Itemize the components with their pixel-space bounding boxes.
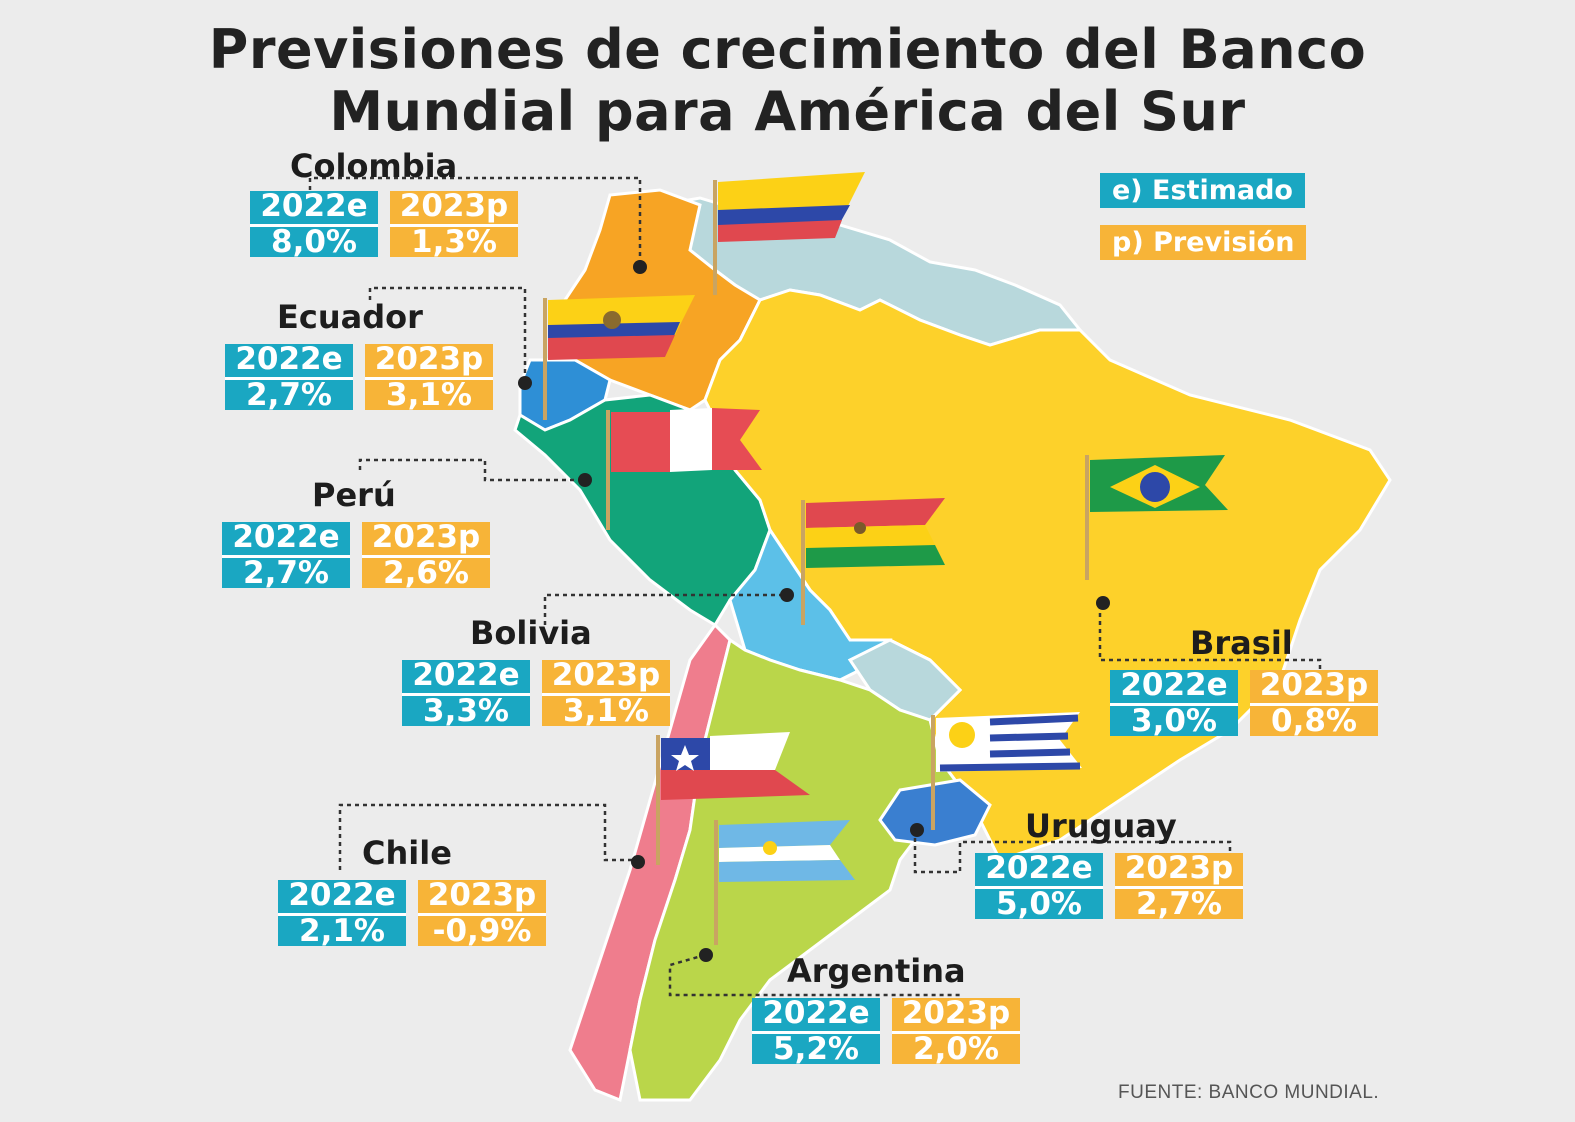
bolivia-estimate-value: 3,3%	[423, 693, 509, 729]
peru-forecast-box: 2023p 2,6%	[362, 522, 490, 591]
bolivia-forecast-value: 3,1%	[563, 693, 649, 729]
brasil-estimate-box: 2022e 3,0%	[1110, 670, 1238, 739]
legend-estimated: e) Estimado	[1100, 173, 1305, 208]
colombia-estimate-label: 2022e	[250, 191, 378, 227]
brasil-forecast-box: 2023p 0,8%	[1250, 670, 1378, 739]
uruguay-estimate-value: 5,0%	[996, 886, 1082, 922]
bolivia-forecast-box: 2023p 3,1%	[542, 660, 670, 729]
leader-argentina	[668, 953, 962, 1000]
peru-estimate-label: 2022e	[222, 522, 350, 558]
country-name-ecuador: Ecuador	[277, 298, 423, 336]
argentina-estimate-box: 2022e 5,2%	[752, 998, 880, 1067]
chile-forecast-box: 2023p -0,9%	[418, 880, 546, 949]
uruguay-forecast-box: 2023p 2,7%	[1115, 853, 1243, 922]
argentina-forecast-value: 2,0%	[913, 1031, 999, 1067]
uruguay-estimate-box: 2022e 5,0%	[975, 853, 1103, 922]
title-line-1: Previsiones de crecimiento del Banco	[208, 18, 1367, 81]
ecuador-forecast-value: 3,1%	[386, 377, 472, 413]
flag-peru	[606, 408, 762, 530]
brasil-forecast-value: 0,8%	[1271, 703, 1357, 739]
leader-brasil	[1098, 605, 1322, 672]
chile-forecast-value: -0,9%	[432, 913, 532, 949]
marker-ecuador	[518, 376, 532, 390]
flag-uruguay	[931, 712, 1082, 830]
bolivia-estimate-label: 2022e	[402, 660, 530, 696]
brasil-estimate-label: 2022e	[1110, 670, 1238, 706]
uruguay-forecast-value: 2,7%	[1136, 886, 1222, 922]
marker-peru	[578, 473, 592, 487]
ecuador-forecast-label: 2023p	[365, 344, 493, 380]
leader-ecuador	[368, 286, 527, 380]
brasil-estimate-value: 3,0%	[1131, 703, 1217, 739]
country-name-bolivia: Bolivia	[470, 614, 592, 652]
colombia-estimate-box: 2022e 8,0%	[250, 191, 378, 260]
argentina-forecast-label: 2023p	[892, 998, 1020, 1034]
leader-uruguay	[913, 830, 1232, 874]
ecuador-estimate-label: 2022e	[225, 344, 353, 380]
flag-chile	[656, 732, 810, 865]
country-name-colombia: Colombia	[290, 147, 458, 185]
colombia-forecast-value: 1,3%	[411, 224, 497, 260]
country-name-chile: Chile	[362, 834, 452, 872]
bolivia-estimate-box: 2022e 3,3%	[402, 660, 530, 729]
leader-peru	[358, 458, 580, 482]
chile-estimate-label: 2022e	[278, 880, 406, 916]
country-name-peru: Perú	[312, 476, 396, 514]
location-markers	[518, 260, 1110, 962]
country-name-brasil: Brasil	[1190, 624, 1293, 662]
flag-brasil	[1085, 455, 1228, 580]
ecuador-estimate-value: 2,7%	[246, 377, 332, 413]
ecuador-forecast-box: 2023p 3,1%	[365, 344, 493, 413]
marker-uruguay	[910, 823, 924, 837]
chile-estimate-box: 2022e 2,1%	[278, 880, 406, 949]
ecuador-estimate-box: 2022e 2,7%	[225, 344, 353, 413]
leader-colombia	[308, 176, 642, 265]
peru-forecast-label: 2023p	[362, 522, 490, 558]
uruguay-forecast-label: 2023p	[1115, 853, 1243, 889]
brasil-forecast-label: 2023p	[1250, 670, 1378, 706]
marker-argentina	[699, 948, 713, 962]
country-name-uruguay: Uruguay	[1025, 807, 1177, 845]
chile-estimate-value: 2,1%	[299, 913, 385, 949]
leader-chile	[338, 803, 635, 870]
leader-bolivia	[543, 593, 785, 625]
leader-lines	[308, 176, 1322, 1000]
marker-brasil	[1096, 596, 1110, 610]
peru-estimate-box: 2022e 2,7%	[222, 522, 350, 591]
peru-estimate-value: 2,7%	[243, 555, 329, 591]
uruguay-estimate-label: 2022e	[975, 853, 1103, 889]
flag-bolivia	[801, 498, 945, 625]
flag-colombia	[713, 172, 865, 295]
peru-forecast-value: 2,6%	[383, 555, 469, 591]
chile-forecast-label: 2023p	[418, 880, 546, 916]
argentina-estimate-label: 2022e	[752, 998, 880, 1034]
argentina-estimate-value: 5,2%	[773, 1031, 859, 1067]
title-line-2: Mundial para América del Sur	[329, 80, 1246, 143]
colombia-forecast-label: 2023p	[390, 191, 518, 227]
colombia-estimate-value: 8,0%	[271, 224, 357, 260]
bolivia-forecast-label: 2023p	[542, 660, 670, 696]
legend-forecast: p) Previsión	[1100, 225, 1307, 260]
flag-argentina	[714, 820, 855, 945]
country-name-argentina: Argentina	[787, 952, 966, 990]
marker-colombia	[633, 260, 647, 274]
colombia-forecast-box: 2023p 1,3%	[390, 191, 518, 260]
argentina-forecast-box: 2023p 2,0%	[892, 998, 1020, 1067]
marker-bolivia	[780, 588, 794, 602]
source-note: FUENTE: BANCO MUNDIAL.	[1118, 1082, 1380, 1103]
flag-ecuador	[543, 295, 695, 420]
marker-chile	[631, 855, 645, 869]
